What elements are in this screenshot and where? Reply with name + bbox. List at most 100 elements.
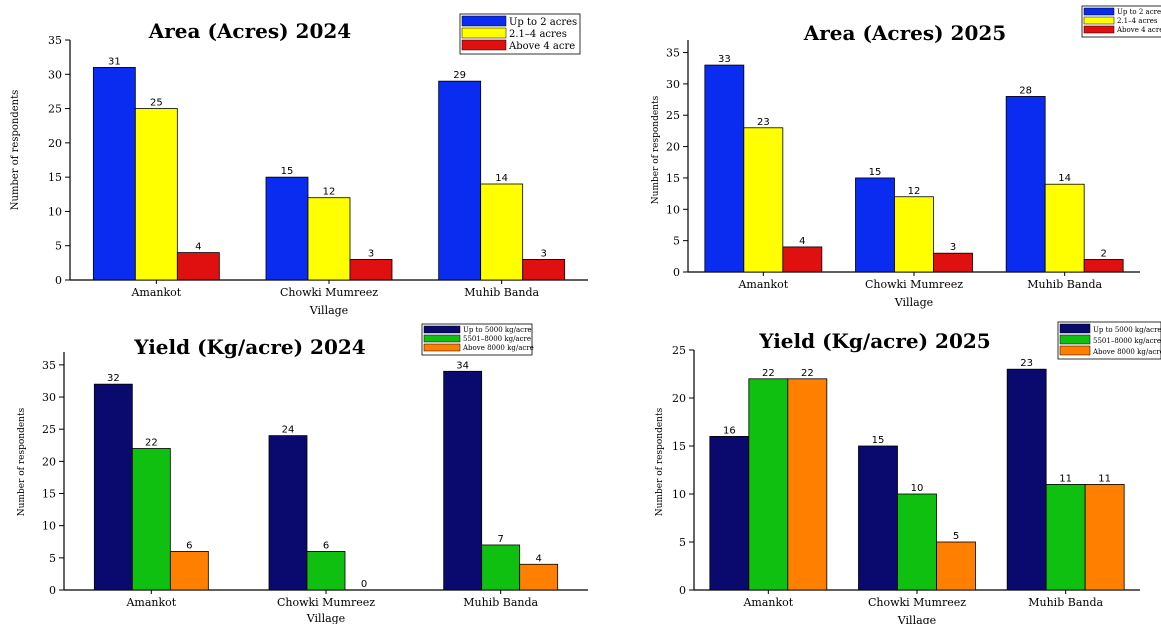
y-tick-label: 25 — [672, 344, 686, 357]
legend-label: 5501–8000 kg/acre — [463, 335, 531, 343]
x-tick-label: Muhib Banda — [463, 596, 538, 609]
bar — [169, 551, 209, 591]
bar-value-label: 14 — [495, 173, 508, 184]
legend-label: Up to 5000 kg/acre — [463, 326, 532, 334]
y-tick-label: 15 — [666, 172, 680, 185]
bar-value-label: 15 — [869, 167, 882, 178]
bar — [349, 259, 393, 281]
bar — [176, 252, 220, 281]
legend-label: Above 4 acre — [508, 41, 575, 52]
x-tick-label: Chowki Mumreez — [277, 596, 375, 609]
y-tick-label: 5 — [49, 552, 56, 565]
x-tick-label: Muhib Banda — [1027, 278, 1102, 291]
x-tick-label: Chowki Mumreez — [868, 596, 966, 609]
bar-value-label: 25 — [150, 98, 163, 109]
x-tick-label: Amankot — [742, 596, 793, 609]
bar-value-label: 16 — [723, 425, 736, 436]
bar — [443, 370, 483, 591]
x-tick-label: Amankot — [737, 278, 788, 291]
chart-title: Area (Acres) 2025 — [803, 21, 1006, 45]
legend-label: Above 8000 kg/acre — [1092, 348, 1161, 356]
x-tick-label: Muhib Banda — [464, 286, 539, 299]
y-tick-label: 5 — [55, 240, 62, 253]
legend-label: Up to 2 acres — [509, 17, 577, 28]
y-tick-label: 35 — [666, 47, 680, 60]
bar-value-label: 0 — [361, 579, 367, 590]
y-tick-label: 35 — [48, 34, 62, 47]
legend-swatch — [461, 27, 507, 39]
bar-value-label: 22 — [801, 368, 814, 379]
bar — [1005, 96, 1046, 273]
bar-value-label: 15 — [872, 435, 885, 446]
y-tick-label: 15 — [48, 171, 62, 184]
x-tick-label: Amankot — [130, 286, 181, 299]
legend-swatch — [461, 39, 507, 51]
legend-swatch — [1059, 345, 1091, 356]
bar-value-label: 5 — [953, 531, 959, 542]
bar — [131, 448, 171, 591]
bar-value-label: 31 — [108, 56, 121, 67]
bar-value-label: 34 — [456, 360, 469, 371]
y-tick-label: 20 — [672, 392, 686, 405]
y-tick-label: 20 — [48, 137, 62, 150]
x-axis-title: Village — [306, 612, 345, 624]
x-tick-label: Muhib Banda — [1028, 596, 1103, 609]
bar-value-label: 3 — [540, 248, 546, 259]
y-tick-label: 30 — [42, 391, 56, 404]
chart-svg: 0 5 10 15 20 25 16 22 22 Amankot 15 10 5 Chowki Mumre… — [655, 321, 1161, 624]
bar-value-label: 4 — [195, 242, 201, 253]
legend-label: Above 4 acre — [1116, 26, 1161, 34]
chart-svg: 0 5 10 15 20 25 30 35 33 23 4 Amankot 15 12 3 Chowki Mu… — [651, 5, 1161, 309]
y-axis-title: Number of respondents — [651, 95, 661, 204]
bar — [480, 183, 524, 281]
bar-value-label: 11 — [1098, 473, 1111, 484]
bar — [307, 197, 351, 281]
y-axis-title: Number of respondents — [10, 90, 21, 210]
bar — [92, 67, 136, 281]
bar-value-label: 22 — [145, 437, 158, 448]
bar-value-label: 11 — [1059, 473, 1072, 484]
bar-value-label: 12 — [908, 186, 921, 197]
y-tick-label: 25 — [42, 423, 56, 436]
y-tick-label: 15 — [672, 440, 686, 453]
bar — [936, 541, 976, 591]
y-tick-label: 10 — [42, 520, 56, 533]
x-tick-label: Amankot — [125, 596, 176, 609]
y-tick-label: 35 — [42, 359, 56, 372]
y-tick-label: 25 — [666, 109, 680, 122]
legend-swatch — [1083, 25, 1115, 34]
bar — [933, 252, 973, 273]
legend-label: Up to 5000 kg/acre — [1093, 326, 1161, 334]
legend-swatch — [423, 325, 461, 334]
bar-value-label: 6 — [323, 540, 329, 551]
bar-value-label: 7 — [497, 534, 503, 545]
legend-swatch — [1059, 334, 1091, 345]
bar-value-label: 23 — [757, 117, 770, 128]
chart-title: Yield (Kg/acre) 2024 — [133, 335, 366, 359]
yield-2024-chart: 0 5 10 15 20 25 30 35 32 22 6 Amankot 24 6 0 Chowki Mum… — [0, 312, 590, 624]
legend-label: Up to 2 acres — [1117, 8, 1161, 16]
bar-value-label: 2 — [1100, 248, 1106, 259]
x-axis-title: Village — [309, 304, 348, 317]
legend-label: 5501–8000 kg/acre — [1093, 337, 1161, 345]
bar — [481, 544, 521, 591]
bar — [134, 108, 178, 281]
legend-label: Above 8000 kg/acre — [462, 344, 534, 352]
y-tick-label: 0 — [49, 584, 56, 597]
bar — [704, 64, 745, 273]
bar-value-label: 3 — [950, 242, 956, 253]
y-tick-label: 0 — [673, 266, 680, 279]
x-tick-label: Chowki Mumreez — [865, 278, 963, 291]
chart-svg: 0 5 10 15 20 25 30 35 32 22 6 Amankot 24 6 0 Chowki Mum… — [17, 323, 588, 624]
y-tick-label: 20 — [666, 141, 680, 154]
bar-value-label: 4 — [535, 553, 541, 564]
bar — [1083, 259, 1124, 273]
bar — [438, 80, 482, 281]
bar-value-label: 4 — [799, 236, 805, 247]
bar — [93, 383, 133, 591]
legend-swatch — [423, 334, 461, 343]
y-tick-label: 30 — [666, 78, 680, 91]
bar — [743, 127, 784, 273]
bar — [519, 563, 559, 591]
bar — [855, 177, 895, 273]
